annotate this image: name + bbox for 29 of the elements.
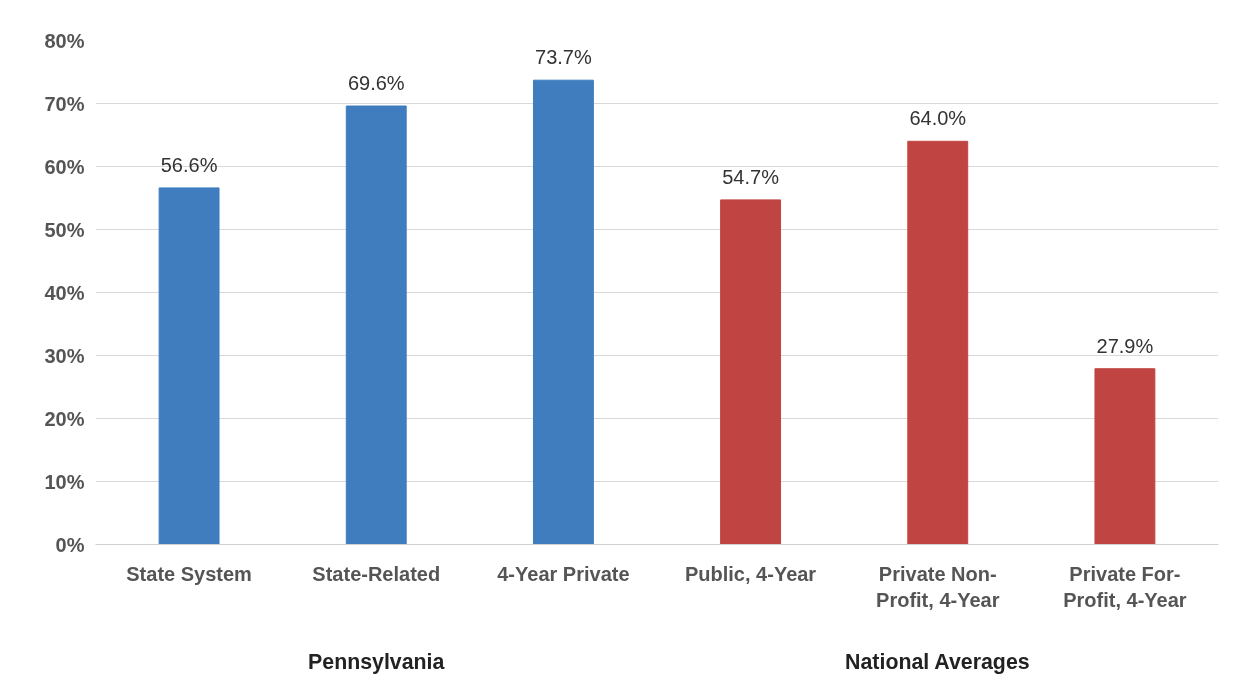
data-label: 69.6% xyxy=(347,72,405,95)
bar xyxy=(907,140,969,545)
bar xyxy=(720,199,782,545)
x-tick-label: Private Non- Profit, 4-Year xyxy=(876,562,1000,611)
x-tick-label: 4-Year Private xyxy=(497,562,630,585)
y-tick-label: 30% xyxy=(44,344,85,367)
text: National Averages xyxy=(845,649,1030,674)
y-tick-label: 10% xyxy=(44,470,85,493)
x-tick-label: State-Related xyxy=(312,562,441,585)
y-tick-label: 60% xyxy=(44,155,85,178)
bar xyxy=(345,105,407,545)
data-label: 27.9% xyxy=(1096,334,1154,357)
data-label: 54.7% xyxy=(722,165,780,188)
text: Pennsylvania xyxy=(308,649,445,674)
y-tick-label: 0% xyxy=(55,533,85,556)
bar xyxy=(532,79,594,545)
y-tick-label: 40% xyxy=(44,281,85,304)
x-tick-label: Public, 4-Year xyxy=(685,562,817,585)
x-tick-label: State System xyxy=(126,562,252,585)
data-label: 56.6% xyxy=(160,153,218,176)
data-label: 73.7% xyxy=(535,46,592,69)
x-tick-label: Private For- Profit, 4-Year xyxy=(1063,562,1187,611)
y-tick-label: 50% xyxy=(44,218,85,241)
y-tick-label: 80% xyxy=(44,29,85,52)
y-tick-label: 70% xyxy=(44,92,85,115)
bar xyxy=(158,187,220,545)
data-label: 64.0% xyxy=(909,107,967,130)
bar xyxy=(1094,368,1156,545)
y-tick-label: 20% xyxy=(44,407,85,430)
